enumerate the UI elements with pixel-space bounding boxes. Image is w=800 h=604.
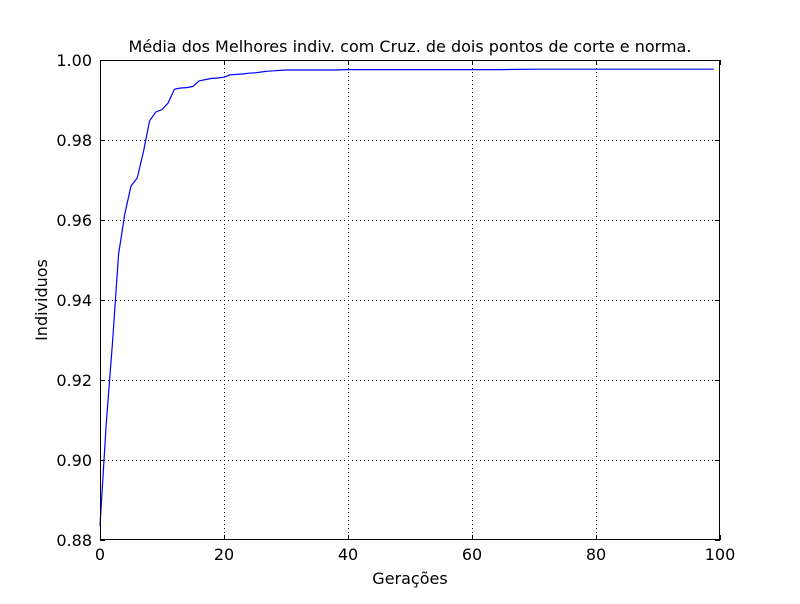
y-tick-label: 0.96 bbox=[56, 211, 92, 230]
x-tick-label: 100 bbox=[705, 545, 736, 564]
x-tick-label: 20 bbox=[214, 545, 234, 564]
series-layer bbox=[99, 68, 714, 527]
x-tick-label: 60 bbox=[462, 545, 482, 564]
y-tick-label: 1.00 bbox=[56, 51, 92, 70]
x-tick-label: 80 bbox=[586, 545, 606, 564]
x-tick-label: 40 bbox=[338, 545, 358, 564]
x-axis-label: Gerações bbox=[372, 569, 447, 588]
series-line bbox=[99, 68, 714, 527]
axis-ticks bbox=[100, 60, 721, 541]
x-axis-tick-labels: 0 20 40 60 80 100 bbox=[95, 545, 735, 564]
y-tick-label: 0.94 bbox=[56, 291, 92, 310]
y-tick-label: 0.98 bbox=[56, 131, 92, 150]
y-tick-label: 0.90 bbox=[56, 451, 92, 470]
x-tick-label: 0 bbox=[95, 545, 105, 564]
chart-title: Média dos Melhores indiv. com Cruz. de d… bbox=[129, 37, 692, 56]
y-tick-label: 0.88 bbox=[56, 531, 92, 550]
y-axis-tick-labels: 0.88 0.90 0.92 0.94 0.96 0.98 1.00 bbox=[56, 51, 92, 550]
y-axis-label: Individuos bbox=[32, 259, 51, 341]
grid-lines bbox=[100, 60, 720, 540]
y-tick-label: 0.92 bbox=[56, 371, 92, 390]
